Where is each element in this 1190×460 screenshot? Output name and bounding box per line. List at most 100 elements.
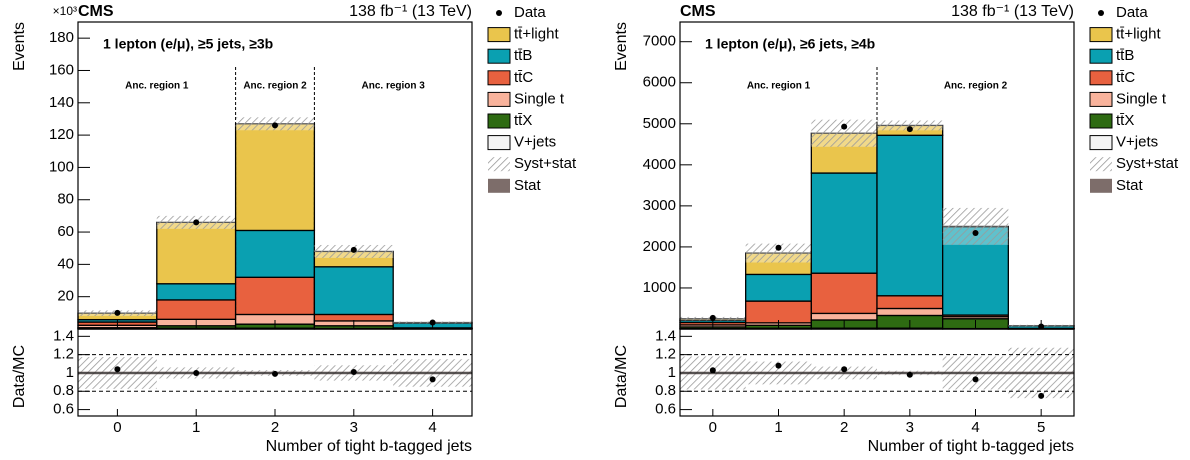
legend-swatch — [487, 70, 511, 86]
legend-label: V+jets — [514, 134, 556, 151]
data-point — [350, 246, 357, 253]
legend-swatch — [1090, 157, 1112, 172]
y-tick-label: 1000 — [643, 279, 676, 296]
uncertainty-band — [942, 207, 1009, 245]
x-tick-label: 4 — [428, 419, 436, 436]
selection-label: 1 lepton (e/μ), ≥5 jets, ≥3b — [103, 36, 273, 52]
legend-label: tt̄X — [1116, 112, 1134, 129]
legend-label: Single t — [514, 90, 565, 107]
ratio-axis-label: Data/MC — [11, 345, 28, 408]
x-tick-label: 1 — [774, 419, 782, 436]
data-point — [272, 122, 278, 129]
x-tick-label: 1 — [192, 419, 200, 436]
ratio-y-tick-label: 1.4 — [655, 327, 676, 344]
data-point — [906, 126, 913, 133]
stack-segment — [745, 300, 812, 324]
y-tick-label: 80 — [57, 191, 74, 208]
x-tick-label: 0 — [709, 419, 717, 436]
luminosity-label: 138 fb⁻¹ (13 TeV) — [349, 3, 472, 20]
legend-label: Syst+stat — [514, 155, 577, 172]
panel: Anc. region 1 Anc. region 210002000300040… — [613, 3, 1179, 455]
x-tick-label: 0 — [113, 419, 121, 436]
ratio-point — [272, 370, 278, 377]
legend-label: Stat — [1116, 177, 1144, 194]
x-tick-label: 4 — [971, 419, 979, 436]
legend-swatch — [488, 157, 510, 172]
legend-label: Stat — [514, 177, 542, 194]
y-tick-label: 140 — [49, 94, 74, 111]
luminosity-label: 138 fb⁻¹ (13 TeV) — [951, 3, 1074, 20]
ratio-y-tick-label: 0.8 — [53, 382, 74, 399]
legend-swatch — [1089, 91, 1113, 107]
legend-label: tt̄X — [514, 112, 532, 129]
y-tick-label: 40 — [57, 255, 74, 272]
legend-label: V+jets — [1116, 134, 1158, 151]
stack-segment — [313, 266, 394, 316]
x-tick-label: 3 — [350, 419, 358, 436]
ratio-y-tick-label: 1.2 — [655, 346, 676, 363]
ratio-point — [841, 366, 848, 373]
region-label: Anc. region 1 — [747, 81, 811, 92]
data-point — [775, 244, 782, 251]
y-tick-label: 5000 — [643, 115, 676, 132]
ratio-y-tick-label: 0.6 — [655, 401, 676, 418]
legend-label: tt̄+light — [514, 26, 559, 43]
legend-swatch — [487, 113, 511, 129]
ratio-point — [350, 369, 357, 376]
legend-swatch — [1089, 27, 1113, 43]
region-label: Anc. region 2 — [243, 81, 307, 92]
region-label: Anc. region 2 — [944, 81, 1008, 92]
y-tick-label: 180 — [49, 29, 74, 46]
y-tick-label: 4000 — [643, 156, 676, 173]
ratio-point — [114, 366, 121, 373]
y-tick-label: 100 — [49, 158, 74, 175]
ratio-point — [1038, 392, 1045, 399]
legend-swatch — [1089, 113, 1113, 129]
legend-marker — [496, 10, 502, 16]
data-point — [193, 219, 200, 226]
legend-swatch — [487, 27, 511, 43]
uncertainty-band — [745, 243, 812, 263]
legend-label: tt̄B — [514, 47, 532, 64]
x-tick-label: 2 — [271, 419, 279, 436]
ratio-point — [906, 371, 913, 378]
legend-label: Data — [1116, 4, 1148, 21]
region-label: Anc. region 3 — [362, 81, 426, 92]
stack-segment — [156, 221, 237, 285]
legend-swatch — [487, 135, 511, 151]
legend-swatch — [487, 91, 511, 107]
y-tick-label: 20 — [57, 288, 74, 305]
stack-segment — [810, 172, 878, 274]
legend-swatch — [1090, 178, 1112, 193]
y-axis-label: Events — [11, 22, 28, 71]
x-tick-label: 5 — [1037, 419, 1045, 436]
y-tick-label: 2000 — [643, 238, 676, 255]
y-tick-label: 160 — [49, 61, 74, 78]
legend-label: tt̄B — [1116, 47, 1134, 64]
y-tick-label: 3000 — [643, 197, 676, 214]
legend-swatch — [1089, 135, 1113, 151]
y-tick-label: 7000 — [643, 33, 676, 50]
legend-label: tt̄C — [514, 69, 533, 86]
legend-swatch — [1089, 48, 1113, 64]
y-tick-label: 60 — [57, 223, 74, 240]
data-point — [709, 314, 716, 321]
legend-swatch — [488, 178, 510, 193]
ratio-axis-label: Data/MC — [613, 345, 630, 408]
legend-label: tt̄C — [1116, 69, 1135, 86]
stack-segment — [810, 312, 878, 321]
stack-segment — [234, 229, 316, 278]
ratio-y-tick-label: 1 — [668, 364, 676, 381]
stack-segment — [234, 276, 316, 316]
data-point — [114, 309, 121, 316]
ratio-y-tick-label: 1 — [66, 364, 74, 381]
x-tick-label: 2 — [840, 419, 848, 436]
stack-segment — [745, 273, 812, 302]
y-tick-label: 120 — [49, 126, 74, 143]
ratio-point — [972, 376, 979, 383]
legend-swatch — [1089, 70, 1113, 86]
stack-segment — [234, 123, 316, 232]
y-tick-label: 6000 — [643, 74, 676, 91]
y-multiplier: ×10³ — [53, 4, 77, 18]
